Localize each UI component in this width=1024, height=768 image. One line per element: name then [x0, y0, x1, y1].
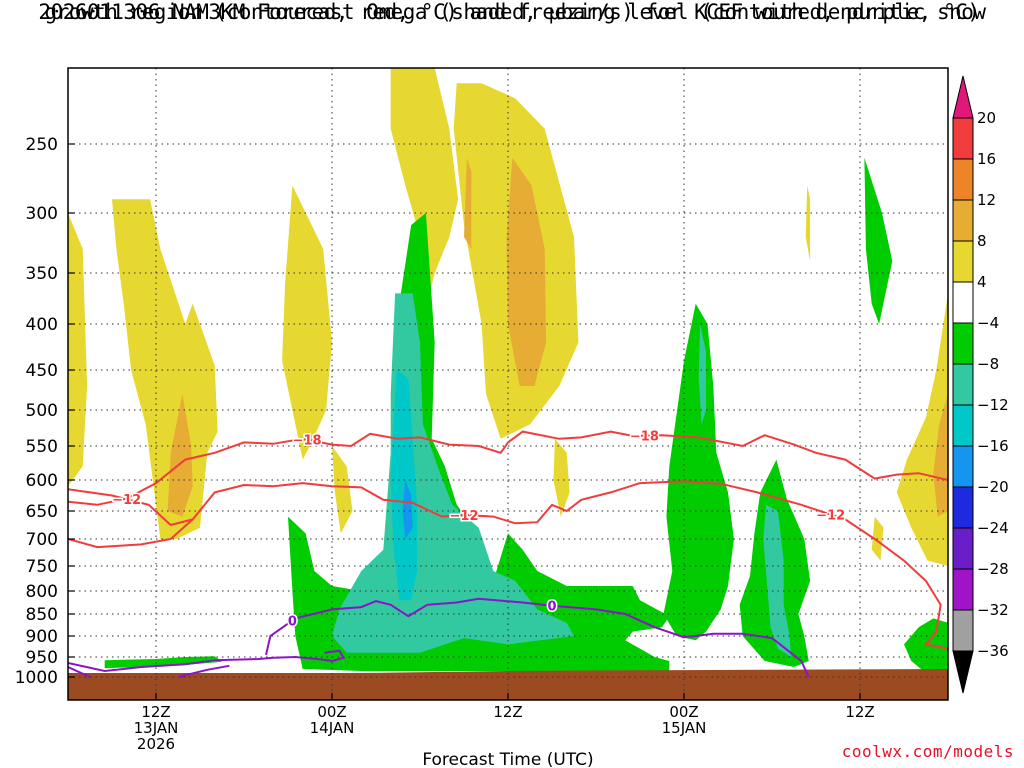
omega-region-upward-yellow-12z13: [112, 199, 218, 539]
x-tick-label: 00Z: [317, 703, 346, 721]
colorbar-band: [952, 322, 974, 365]
y-tick-label: 750: [26, 557, 58, 577]
x-tick-label: 12Z: [845, 703, 874, 721]
y-tick-label: 700: [26, 530, 58, 550]
colorbar-band: [952, 363, 974, 406]
colorbar-band: [952, 281, 974, 324]
x-tick-label: 14JAN: [310, 719, 355, 737]
y-tick-label: 400: [26, 315, 58, 335]
freezing-level-contour-label: 0: [547, 600, 556, 615]
omega-region-upward-yellow-12z15: [805, 185, 811, 261]
chart-title-line2: growth region (contoured, red, °C) and f…: [44, 0, 980, 24]
y-tick-label: 650: [26, 502, 58, 522]
dgz-contour-line: [68, 430, 948, 506]
colorbar-band: [952, 404, 974, 447]
colorbar-bottom-arrow: [952, 650, 974, 694]
dgz-contour-label: −18: [630, 430, 659, 445]
colorbar-band: [952, 609, 974, 652]
colorbar-tick-label: 4: [977, 273, 987, 291]
x-tick-label: 00Z: [669, 703, 698, 721]
dgz-contour-label: −12: [112, 493, 141, 508]
omega-region-upward-yellow-18z13: [282, 185, 332, 460]
y-tick-label: 450: [26, 361, 58, 381]
omega-region-upward-yellow-16z14: [553, 438, 570, 517]
colorbar-top-arrow: [952, 75, 974, 119]
colorbar-tick-label: −28: [977, 560, 1009, 578]
omega-region-downward-green-12z15: [864, 157, 893, 324]
y-tick-label: 900: [26, 627, 58, 647]
colorbar-band: [952, 117, 974, 160]
x-tick-label: 2026: [137, 735, 175, 753]
y-tick-label: 350: [26, 264, 58, 284]
colorbar-band: [952, 199, 974, 242]
y-tick-label: 950: [26, 648, 58, 668]
omega-region-upward-orange-12z14: [506, 157, 547, 386]
x-tick-label: 12Z: [493, 703, 522, 721]
colorbar-band: [952, 568, 974, 611]
freezing-level-contour-line: [177, 664, 230, 678]
y-tick-label: 850: [26, 605, 58, 625]
omega-region-downward-teal-50z: [763, 504, 792, 657]
colorbar-tick-label: −4: [977, 314, 999, 332]
freezing-level-contour-line: [265, 597, 810, 678]
colorbar-tick-label: −12: [977, 396, 1009, 414]
colorbar-tick-label: 20: [977, 109, 996, 127]
x-tick-label: 15JAN: [662, 719, 707, 737]
dgz-contour-label: −12: [450, 509, 479, 524]
chart-title-line1: 2026011306 NAM3KM Forecast Omega (shaded…: [38, 0, 986, 24]
omega-region-downward-green-right-low: [904, 618, 948, 673]
omega-region-upward-left-yellow: [68, 213, 88, 487]
colorbar-band: [952, 445, 974, 488]
omega-region-upward-orange-10z14: [464, 157, 472, 249]
colorbar-tick-label: −8: [977, 355, 999, 373]
dgz-contour-line: [68, 518, 194, 549]
x-axis-label: Forecast Time (UTC): [422, 750, 593, 768]
colorbar-tick-label: −36: [977, 642, 1009, 660]
colorbar-band: [952, 527, 974, 570]
y-tick-label: 300: [26, 204, 58, 224]
credit-link[interactable]: coolwx.com/models: [841, 742, 1014, 761]
y-tick-label: 1000: [15, 668, 58, 688]
omega-region-downward-green-left-low: [104, 656, 222, 669]
colorbar-band: [952, 486, 974, 529]
omega-region-upward-orange-right: [933, 394, 948, 517]
dgz-contour-label: −18: [293, 434, 322, 449]
y-tick-label: 550: [26, 437, 58, 457]
freezing-level-contour-line: [68, 649, 346, 673]
dgz-contour-line: [68, 480, 948, 650]
dgz-contour-label: −12: [816, 509, 845, 524]
freezing-level-contour-line: [68, 666, 91, 678]
x-tick-label: 12Z: [141, 703, 170, 721]
omega-region-upward-yellow-20z13: [332, 446, 353, 534]
y-tick-label: 500: [26, 401, 58, 421]
colorbar-tick-label: 12: [977, 191, 996, 209]
colorbar-tick-label: 8: [977, 232, 987, 250]
omega-region-upward-orange-12z13: [167, 394, 193, 517]
y-tick-label: 800: [26, 582, 58, 602]
omega-region-downward-teal-mid: [332, 293, 574, 653]
colorbar-tick-label: −20: [977, 478, 1009, 496]
omega-region-downward-cyan-core: [390, 370, 418, 601]
omega-region-downward-teal-43z: [698, 324, 706, 425]
colorbar-band: [952, 158, 974, 201]
omega-region-upward-yellow-00z14: [390, 68, 459, 304]
y-tick-label: 250: [26, 135, 58, 155]
x-tick-label: 13JAN: [134, 719, 179, 737]
freezing-level-contour-label: 0: [288, 614, 297, 629]
colorbar-band: [952, 240, 974, 283]
colorbar-tick-label: 16: [977, 150, 996, 168]
colorbar-tick-label: −24: [977, 519, 1009, 537]
colorbar-tick-label: −16: [977, 437, 1009, 455]
omega-region-downward-blue-core: [402, 480, 413, 539]
colorbar-tick-label: −32: [977, 601, 1009, 619]
omega-region-upward-yellow-right: [896, 293, 948, 566]
y-tick-label: 600: [26, 471, 58, 491]
omega-region-downward-green-43z: [663, 303, 734, 641]
